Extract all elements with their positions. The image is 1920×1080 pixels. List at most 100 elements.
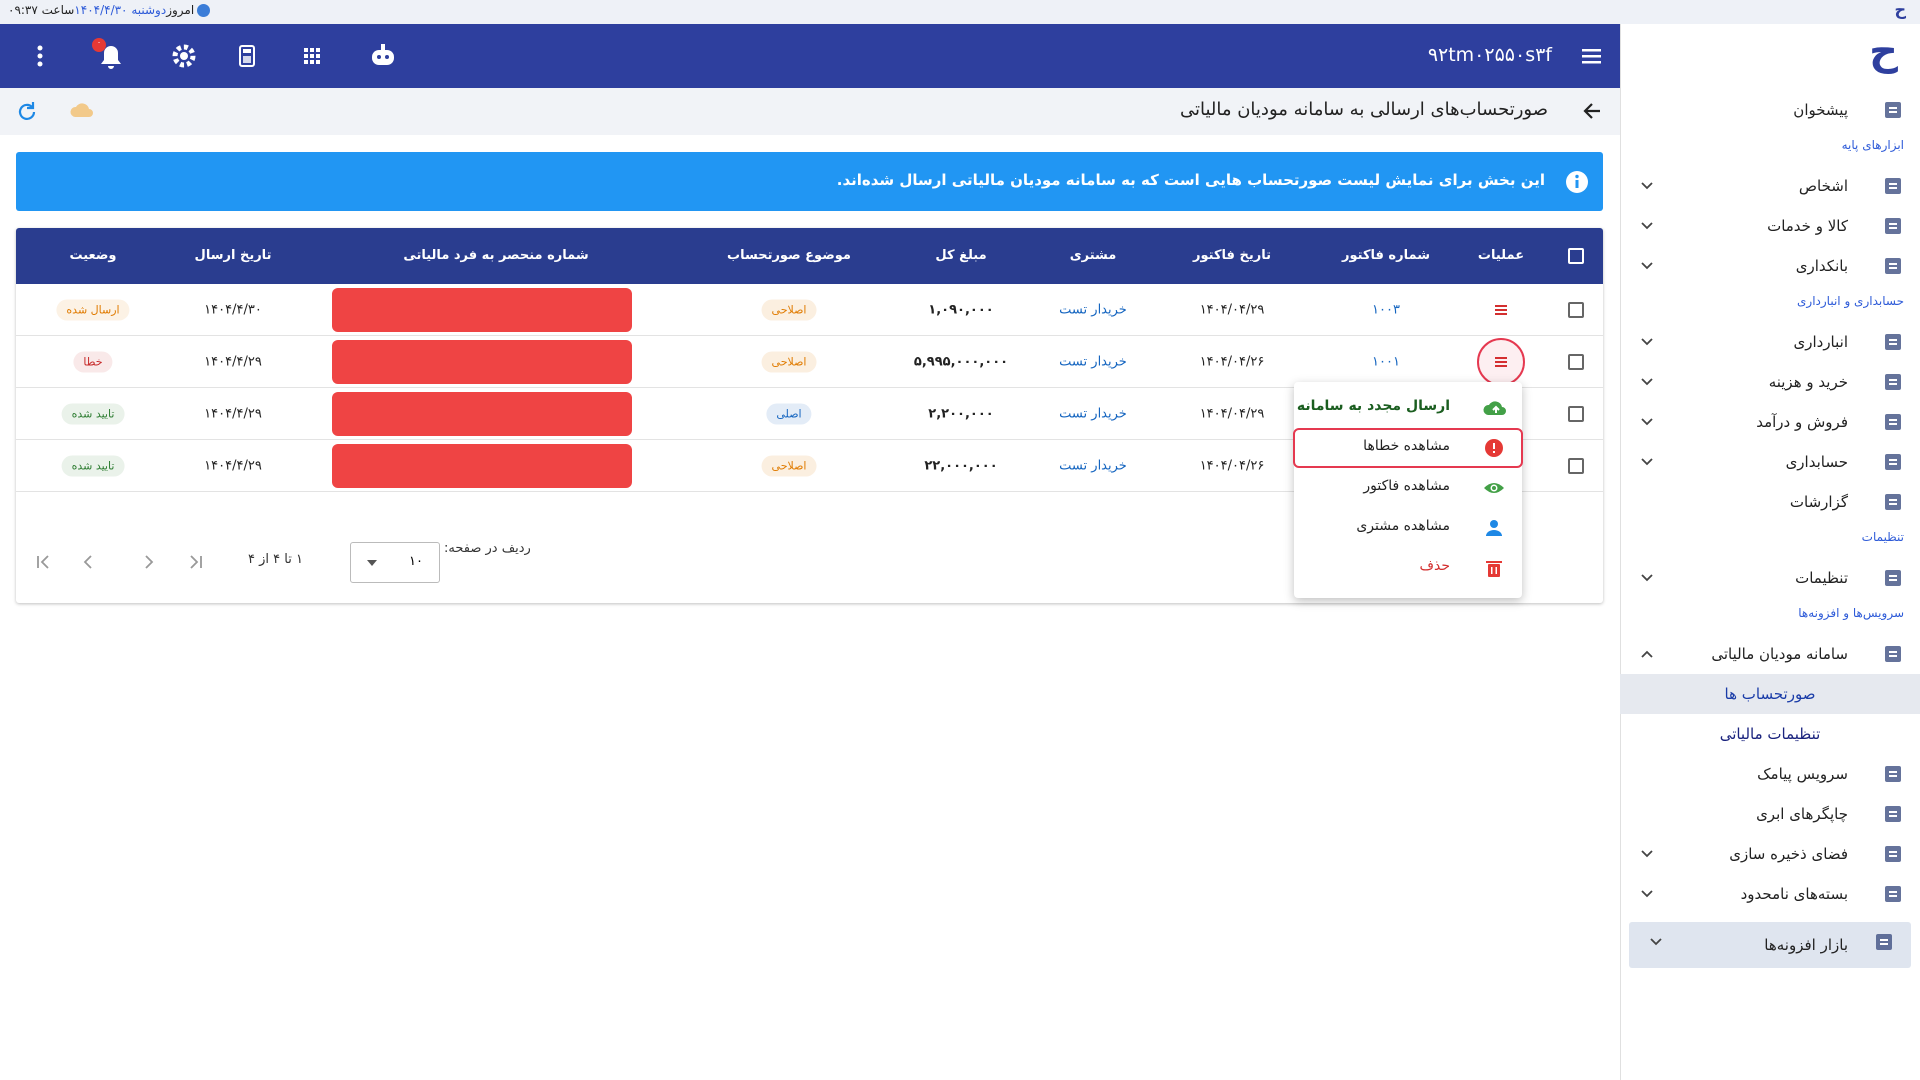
- column-header: شماره منحصر به فرد مالیاتی: [403, 248, 589, 263]
- redacted-tax-id: [332, 340, 632, 384]
- row-divider: [16, 387, 1603, 388]
- refresh-button[interactable]: [18, 102, 36, 120]
- nav-item[interactable]: سرویس پیامک: [1620, 754, 1920, 794]
- upload-button[interactable]: [70, 103, 93, 117]
- menu-toggle[interactable]: [1582, 49, 1601, 64]
- menu-label: ارسال مجدد به سامانه: [1296, 398, 1450, 414]
- menu-item[interactable]: مشاهده فاکتور: [1294, 468, 1522, 508]
- menu-icon: [1484, 483, 1504, 493]
- prev-page[interactable]: [83, 555, 92, 569]
- nav-item[interactable]: چاپگرهای ابری: [1620, 794, 1920, 834]
- sent-date: ۱۴۰۴/۴/۲۹: [204, 458, 262, 474]
- column-header: مشتری: [1069, 248, 1117, 263]
- page-range: ۱ تا ۴ از ۴: [248, 552, 303, 567]
- nav-icon: [1885, 570, 1901, 586]
- menu-item[interactable]: حذف: [1294, 548, 1522, 588]
- rows-per-page-select[interactable]: ۱۰: [350, 542, 440, 583]
- nav-item[interactable]: فضای ذخیره سازی: [1620, 834, 1920, 874]
- nav-sublabel: تنظیمات مالیاتی: [1719, 725, 1821, 743]
- time: ساعت ۰۹:۳۷: [8, 3, 75, 17]
- nav-icon: [1885, 494, 1901, 510]
- nav-icon: [1885, 178, 1901, 194]
- chevron: [1641, 378, 1653, 386]
- row-actions-button[interactable]: [1489, 298, 1513, 322]
- menu-label: مشاهده فاکتور: [1363, 478, 1450, 494]
- pagination: ردیف در صفحه: ۱۰ ۱ تا ۴ از ۴: [16, 492, 1603, 603]
- sent-date: ۱۴۰۴/۴/۲۹: [204, 354, 262, 370]
- info-banner: این بخش برای نمایش لیست صورتحساب هایی اس…: [16, 152, 1603, 211]
- highlight-box: [1293, 428, 1523, 468]
- total-amount: ۵,۹۹۵,۰۰۰,۰۰۰: [913, 354, 1009, 370]
- chevron: [1641, 222, 1653, 230]
- nav-item[interactable]: بازار افزونه‌ها: [1629, 922, 1911, 968]
- back-button[interactable]: [1583, 103, 1600, 119]
- nav-item[interactable]: فروش و درآمد: [1620, 402, 1920, 442]
- invoice-date: ۱۴۰۴/۰۴/۲۶: [1199, 354, 1265, 370]
- customer[interactable]: خریدار تست: [1059, 302, 1127, 318]
- first-page[interactable]: [37, 555, 49, 569]
- nav-item[interactable]: انبارداری: [1620, 322, 1920, 362]
- nav-item[interactable]: اشخاص: [1620, 166, 1920, 206]
- row-checkbox[interactable]: [1568, 406, 1584, 422]
- select-all-checkbox[interactable]: [1568, 248, 1584, 264]
- row-checkbox[interactable]: [1568, 458, 1584, 474]
- nav-icon: [1876, 934, 1892, 950]
- menu-label: مشاهده مشتری: [1356, 518, 1450, 534]
- notifications-button[interactable]: [92, 38, 121, 69]
- badge: ۰: [96, 38, 102, 47]
- settings-button[interactable]: [172, 44, 196, 68]
- invoice-date: ۱۴۰۴/۰۴/۲۹: [1199, 406, 1265, 422]
- menu-item[interactable]: ارسال مجدد به سامانه: [1294, 388, 1522, 428]
- nav-label: سامانه مودیان مالیاتی: [1711, 645, 1848, 663]
- nav-item[interactable]: گزارشات: [1620, 482, 1920, 522]
- nav-item[interactable]: پیشخوان: [1620, 90, 1920, 130]
- nav-icon: [1885, 766, 1901, 782]
- nav-label: بانکداری: [1795, 257, 1848, 275]
- chevron: [1641, 262, 1653, 270]
- menu-item[interactable]: مشاهده خطاها: [1293, 428, 1523, 468]
- chevron: [1641, 338, 1653, 346]
- nav-icon: [1885, 218, 1901, 234]
- customer[interactable]: خریدار تست: [1059, 354, 1127, 370]
- row-checkbox[interactable]: [1568, 354, 1584, 370]
- nav-item[interactable]: خرید و هزینه: [1620, 362, 1920, 402]
- nav-subitem[interactable]: صورتحساب ها: [1620, 674, 1920, 714]
- invoice-number[interactable]: ۱۰۰۳: [1372, 302, 1400, 318]
- nav-label: فروش و درآمد: [1756, 413, 1848, 431]
- nav-icon: [1885, 258, 1901, 274]
- status-badge: تایید شده: [61, 455, 125, 477]
- menu-item[interactable]: مشاهده مشتری: [1294, 508, 1522, 548]
- nav-subitem[interactable]: تنظیمات مالیاتی: [1620, 714, 1920, 754]
- info-text: این بخش برای نمایش لیست صورتحساب هایی اس…: [836, 171, 1545, 189]
- last-page[interactable]: [190, 555, 202, 569]
- apps-button[interactable]: [304, 48, 320, 64]
- nav-item[interactable]: حسابداری: [1620, 442, 1920, 482]
- nav-item[interactable]: بانکداری: [1620, 246, 1920, 286]
- customer[interactable]: خریدار تست: [1059, 458, 1127, 474]
- invoice-number[interactable]: ۱۰۰۱: [1372, 354, 1400, 370]
- more-button[interactable]: [37, 45, 43, 67]
- nav-item[interactable]: کالا و خدمات: [1620, 206, 1920, 246]
- chevron: [1641, 890, 1653, 898]
- section-title: حسابداری و انبارداری: [1797, 294, 1904, 308]
- nav-item[interactable]: بسته‌های نامحدود: [1620, 874, 1920, 914]
- next-page[interactable]: [145, 555, 154, 569]
- total-amount: ۲۲,۰۰۰,۰۰۰: [924, 458, 998, 474]
- nav-icon: [1885, 646, 1901, 662]
- row-checkbox[interactable]: [1568, 302, 1584, 318]
- sent-date: ۱۴۰۴/۴/۳۰: [204, 302, 262, 318]
- column-header: شماره فاکتور: [1342, 248, 1430, 263]
- nav-item[interactable]: تنظیمات: [1620, 558, 1920, 598]
- nav-sublabel: صورتحساب ها: [1724, 685, 1816, 703]
- total-amount: ۱,۰۹۰,۰۰۰: [928, 302, 994, 318]
- assistant-button[interactable]: [372, 44, 394, 65]
- nav-item[interactable]: سامانه مودیان مالیاتی: [1620, 634, 1920, 674]
- status-bar: امروزدوشنبه ۱۴۰۴/۴/۳۰ساعت ۰۹:۳۷ ح: [0, 0, 1920, 24]
- column-header: عملیات: [1477, 248, 1525, 263]
- column-header: موضوع صورتحساب: [727, 248, 851, 263]
- calculator-button[interactable]: [239, 45, 255, 67]
- status-badge: ارسال شده: [56, 299, 130, 321]
- top-bar: ۰ ۹۲tm۰۲۵۵۰s۳f: [0, 24, 1620, 88]
- customer[interactable]: خریدار تست: [1059, 406, 1127, 422]
